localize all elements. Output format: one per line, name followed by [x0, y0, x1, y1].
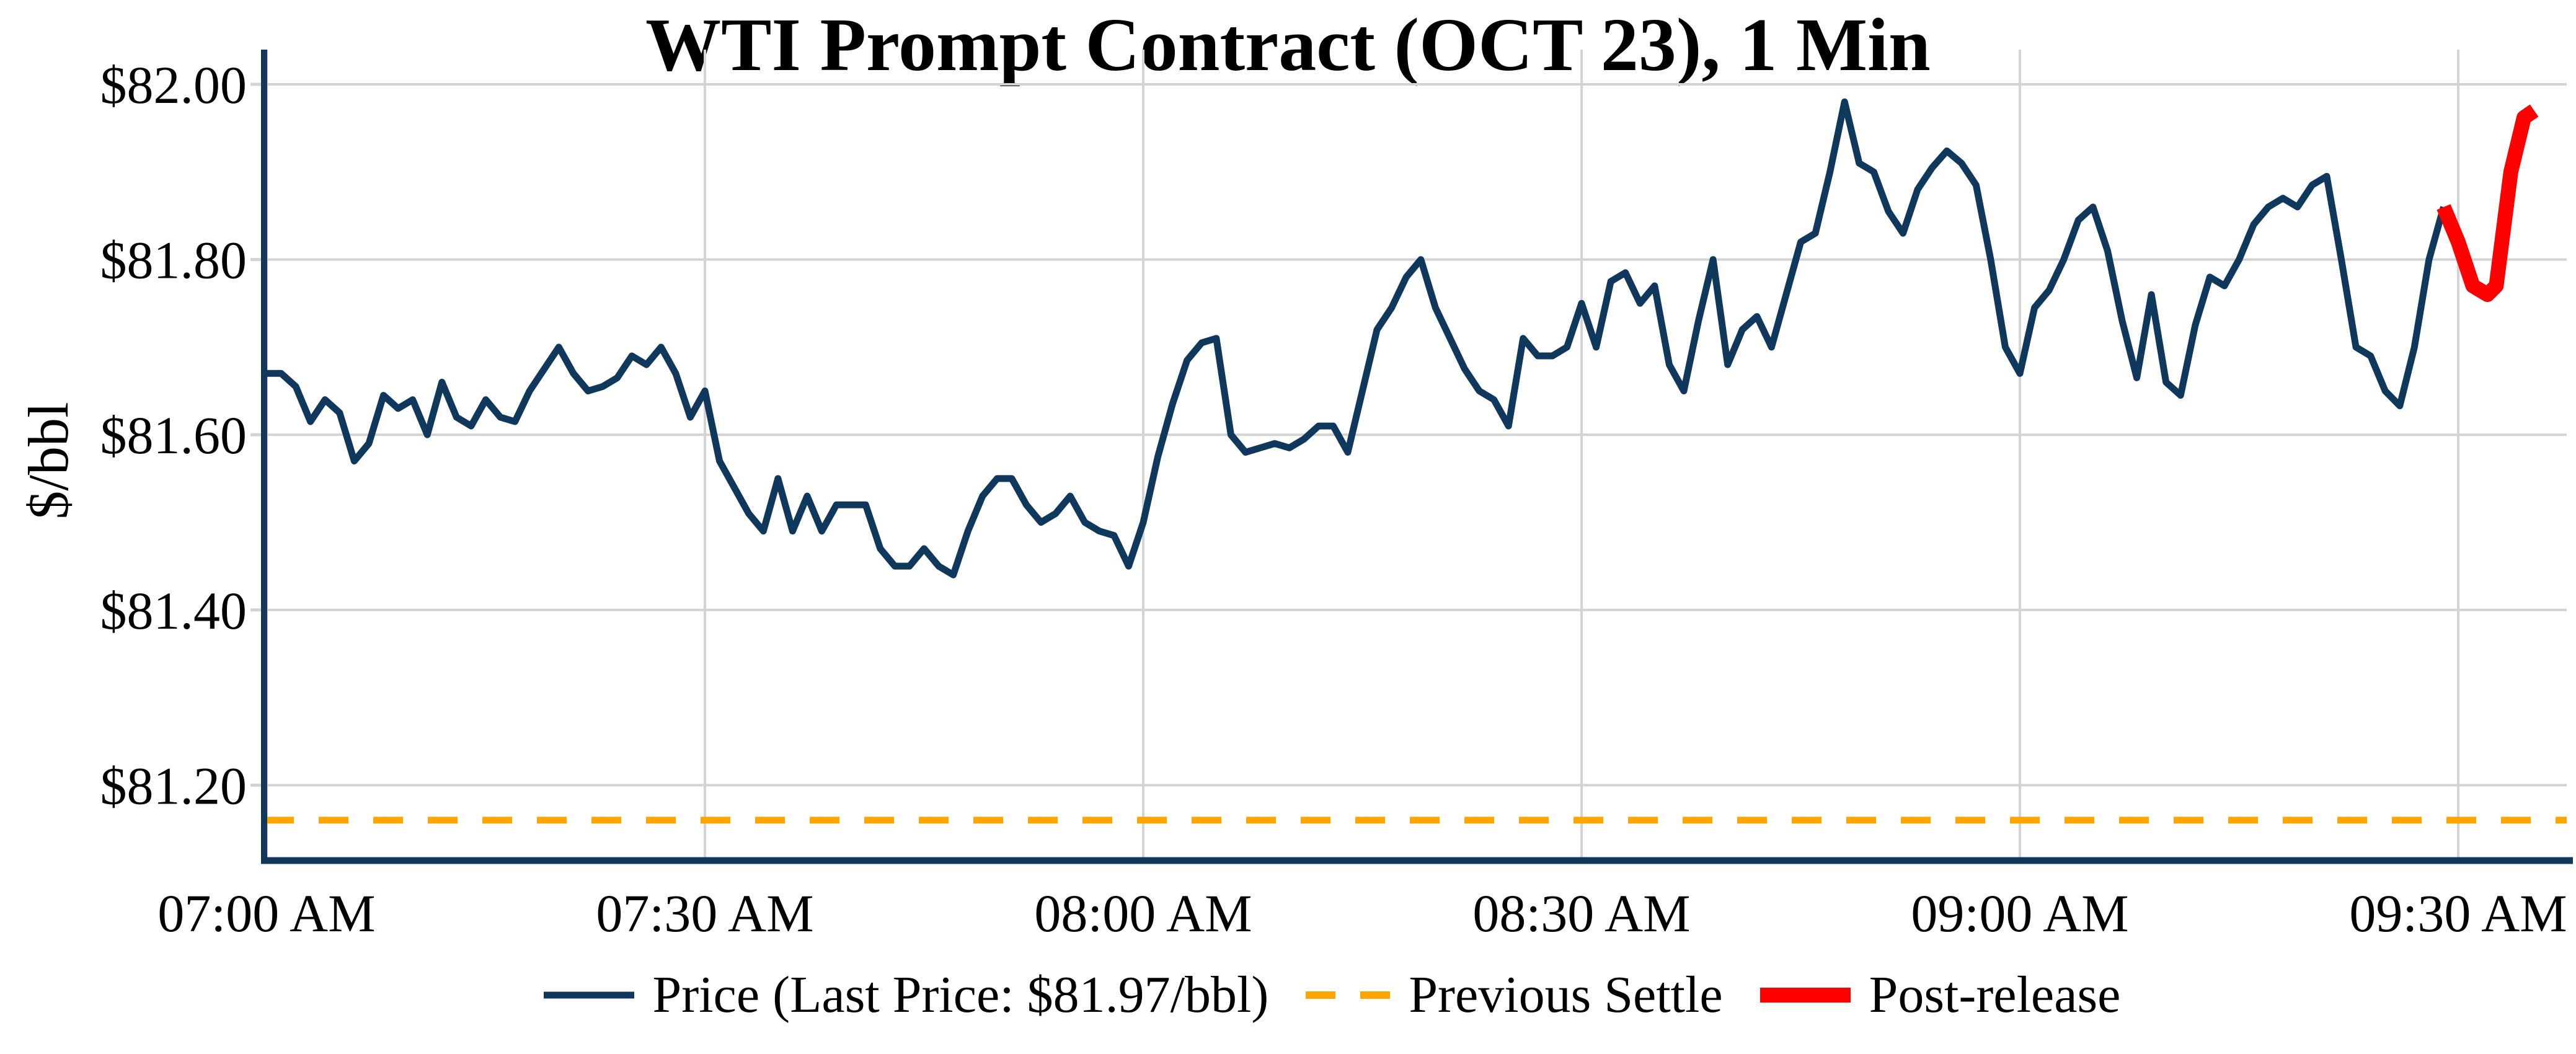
y-tick-label: $81.60 [100, 405, 247, 465]
post-release-swatch-icon [1759, 987, 1851, 1003]
y-tick-label: $82.00 [100, 55, 247, 115]
x-tick-label: 09:00 AM [1911, 884, 2128, 943]
price-line-swatch-icon [543, 991, 634, 998]
x-tick-label: 08:00 AM [1034, 884, 1252, 943]
post-release-line [2437, 104, 2539, 303]
y-tick-label: $81.20 [100, 756, 247, 815]
y-axis-label: $/bbl [17, 402, 80, 520]
y-tick-label: $81.40 [100, 581, 247, 640]
x-tick-label: 09:30 AM [2349, 884, 2567, 943]
x-tick-label: 07:00 AM [157, 884, 375, 943]
legend-item-previous-settle: Previous Settle [1304, 965, 1723, 1025]
price-line [267, 98, 2447, 578]
legend-label-post-release: Post-release [1869, 966, 2121, 1024]
previous-settle-swatch-icon [1306, 991, 1391, 999]
x-tick-label: 07:30 AM [596, 884, 813, 943]
chart-title: WTI Prompt Contract (OCT 23), 1 Min [645, 3, 1931, 87]
legend-item-price: Price (Last Price: $81.97/bbl) [542, 965, 1269, 1025]
legend-label-previous-settle: Previous Settle [1409, 966, 1723, 1024]
legend-item-post-release: Post-release [1759, 965, 2121, 1025]
y-tick-label: $81.80 [100, 231, 247, 290]
legend: Price (Last Price: $81.97/bbl) Previous … [0, 965, 2576, 1025]
legend-label-price: Price (Last Price: $81.97/bbl) [652, 966, 1269, 1024]
x-tick-label: 08:30 AM [1472, 884, 1690, 943]
